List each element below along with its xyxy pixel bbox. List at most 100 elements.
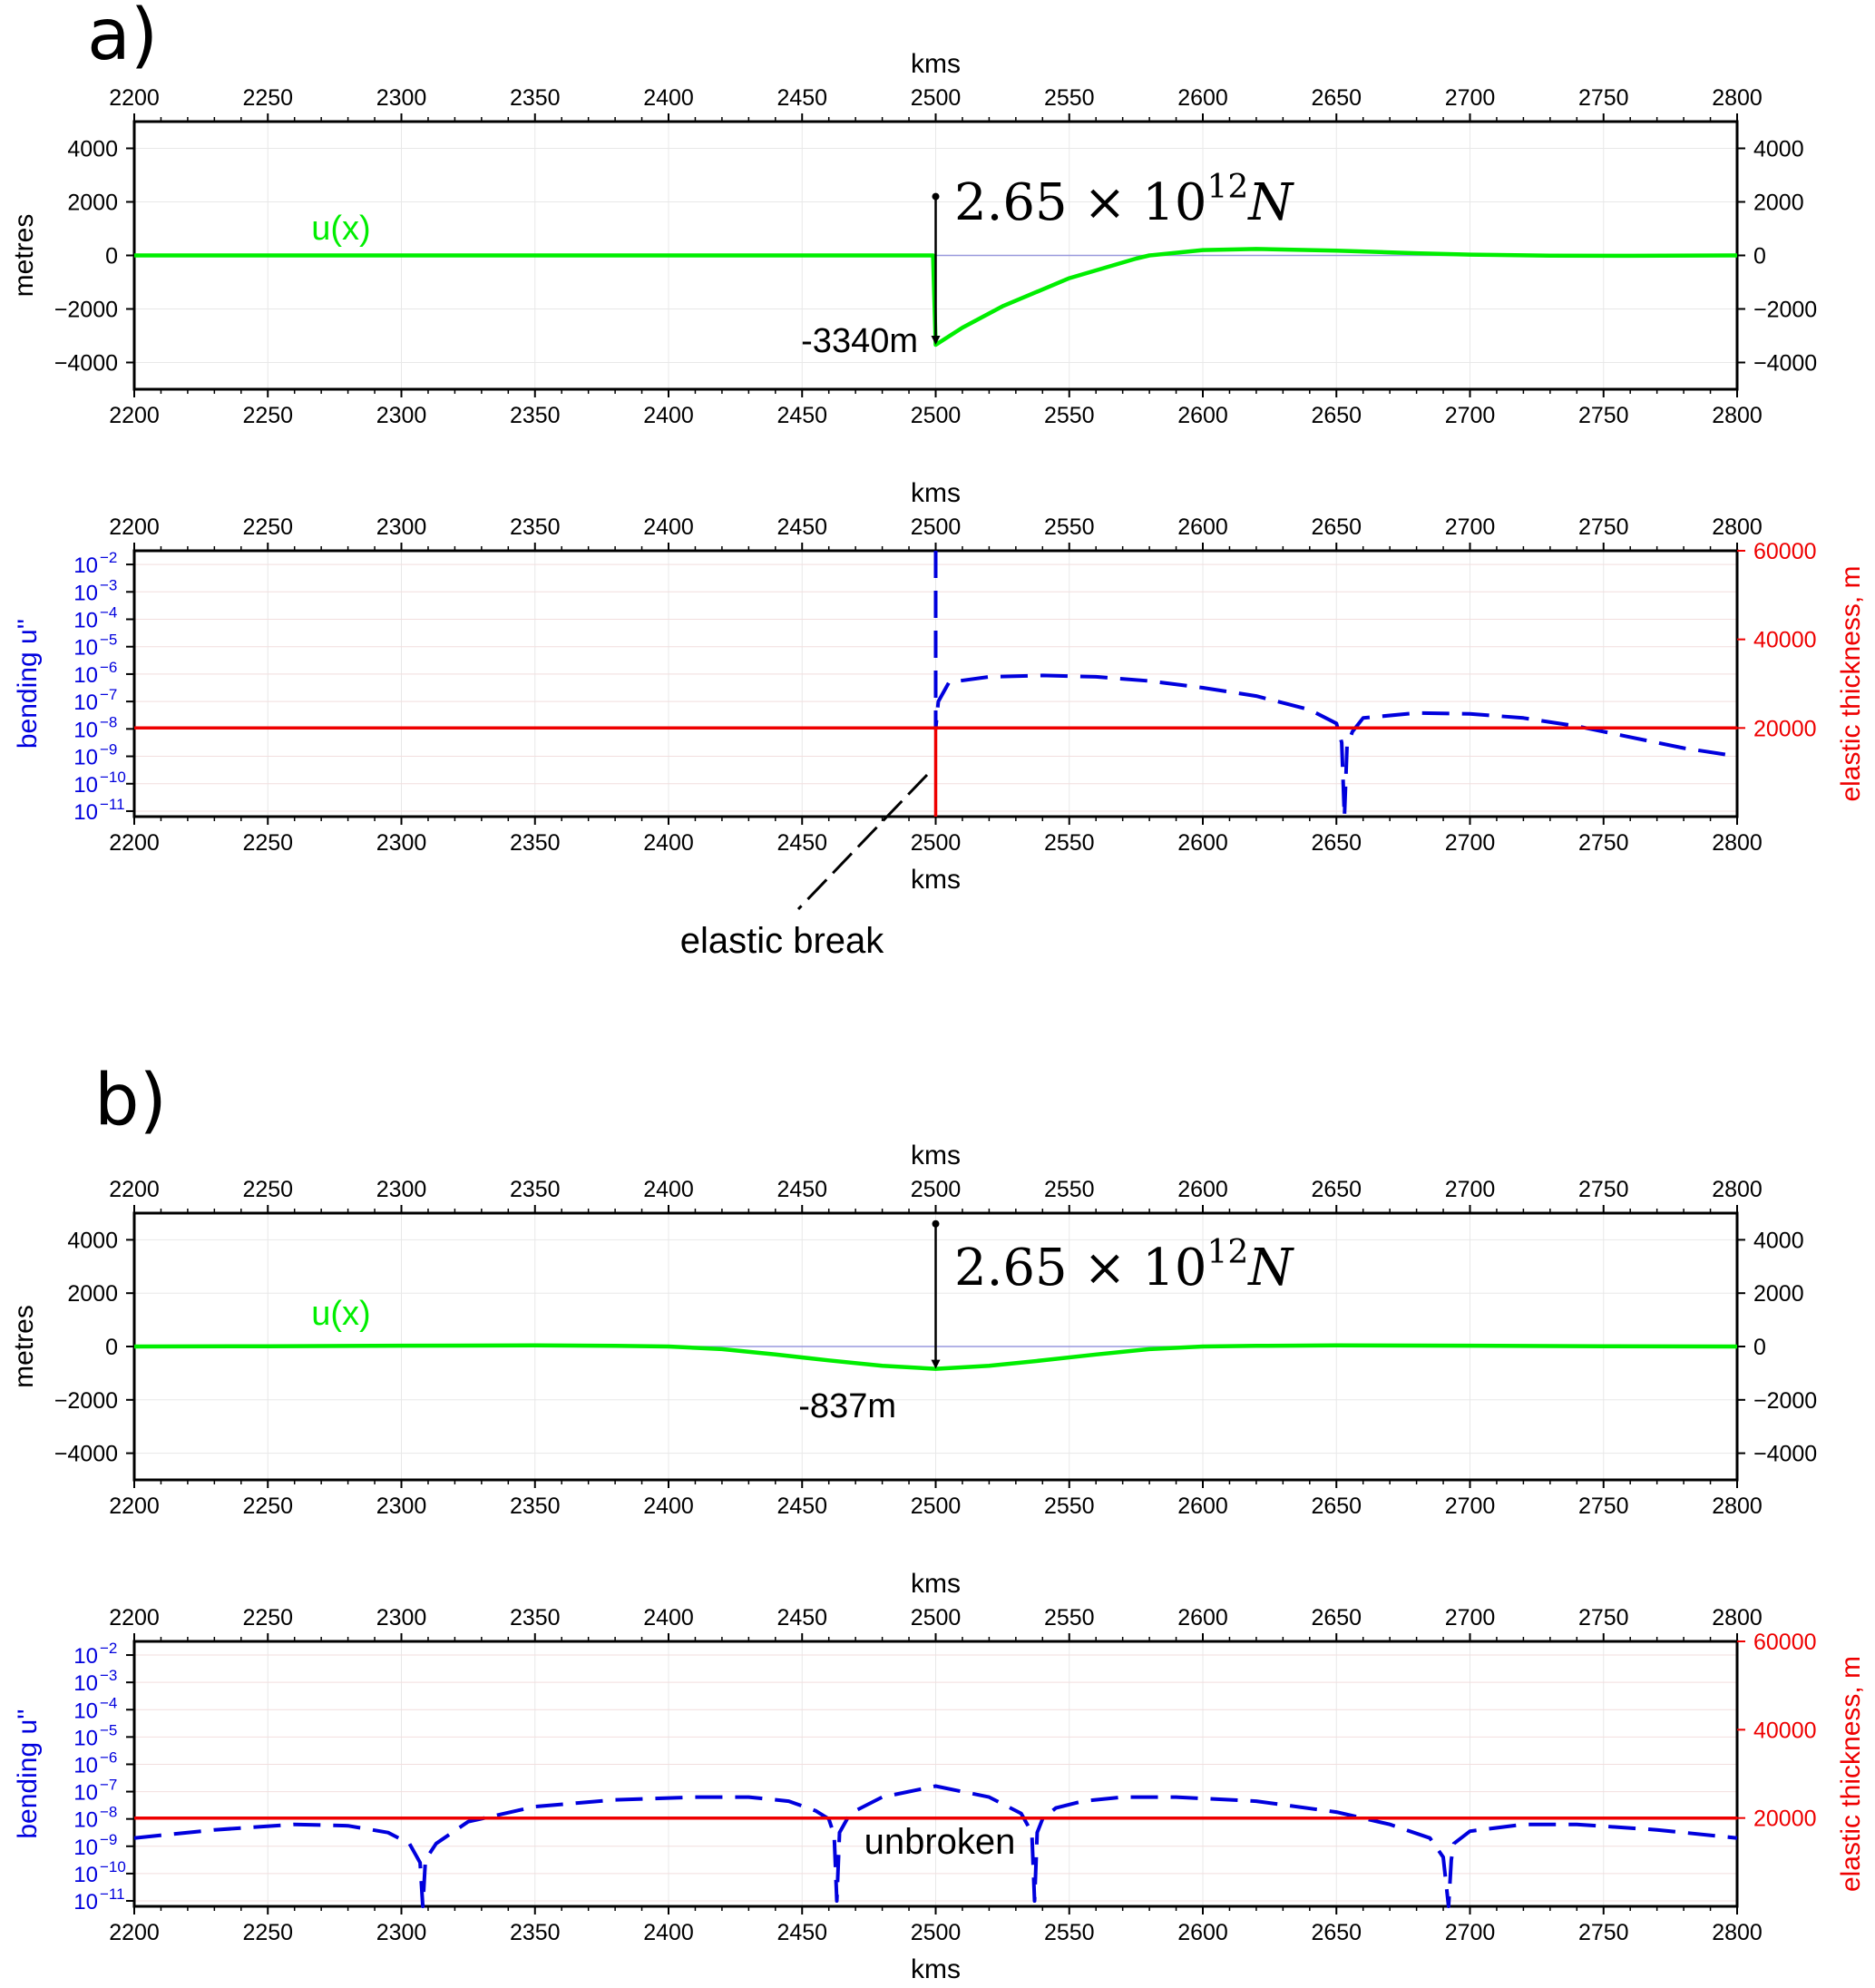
- y-tick-label-log: 10: [73, 581, 98, 605]
- y-tick-label-log: 10: [73, 1726, 98, 1750]
- x-tick-label-bottom: 2650: [1311, 830, 1362, 856]
- x-tick-label-top: 2550: [1044, 514, 1095, 540]
- x-tick-label-top: 2500: [911, 1605, 962, 1631]
- panel-label-a: a): [87, 0, 159, 76]
- x-tick-label-top: 2200: [109, 1605, 160, 1631]
- x-tick-label-bottom: 2750: [1578, 830, 1629, 856]
- y-tick-label-log: 10: [73, 663, 98, 688]
- x-tick-label-top: 2400: [643, 1177, 694, 1202]
- x-tick-label-top: 2700: [1445, 1605, 1496, 1631]
- x-tick-label-bottom: 2650: [1311, 1493, 1362, 1519]
- x-tick-label-bottom: 2500: [911, 830, 962, 856]
- x-tick-label-top: 2750: [1578, 1605, 1629, 1631]
- x-tick-label-top: 2350: [510, 1177, 561, 1202]
- force-label-b: 2.65 × 1012N: [954, 1234, 1294, 1298]
- y-tick-label-log-exp: −6: [100, 1748, 117, 1766]
- y-tick-label-log-exp: −8: [100, 1804, 117, 1821]
- x-tick-label-bottom: 2500: [911, 1493, 962, 1519]
- y-tick-label-log: 10: [73, 636, 98, 661]
- y-tick-label-log: 10: [73, 773, 98, 798]
- x-tick-label-top: 2700: [1445, 514, 1496, 540]
- x-tick-label-bottom: 2200: [109, 1920, 160, 1945]
- x-tick-label-bottom: 2800: [1712, 403, 1763, 428]
- y-tick-label-log-exp: −4: [100, 604, 117, 622]
- x-tick-label-top: 2800: [1712, 1177, 1763, 1202]
- x-tick-label-bottom: 2450: [776, 830, 827, 856]
- x-tick-label-top: 2200: [109, 85, 160, 111]
- x-tick-label-top: 2750: [1578, 1177, 1629, 1202]
- y-tick-label-right: −2000: [1753, 298, 1817, 323]
- series-label-a: u(x): [311, 210, 370, 248]
- y-tick-label-log-exp: −9: [100, 741, 117, 759]
- y2-tick-label: 20000: [1753, 1807, 1817, 1832]
- y-tick-label-left: −4000: [54, 1442, 118, 1467]
- y-axis-label-bending: bending u'': [13, 619, 43, 749]
- x-tick-label-bottom: 2250: [242, 1920, 293, 1945]
- x-tick-label-bottom: 2800: [1712, 830, 1763, 856]
- x-axis-label-top: kms: [911, 478, 961, 508]
- x-tick-label-top: 2600: [1177, 85, 1228, 111]
- y-tick-label-log-exp: −4: [100, 1694, 117, 1711]
- x-tick-label-bottom: 2600: [1177, 1493, 1228, 1519]
- y-tick-label-right: 2000: [1753, 1281, 1804, 1307]
- x-tick-label-top: 2250: [242, 514, 293, 540]
- x-tick-label-top: 2600: [1177, 1605, 1228, 1631]
- y-tick-label-right: −4000: [1753, 351, 1817, 377]
- x-tick-label-bottom: 2400: [643, 1920, 694, 1945]
- x-tick-label-bottom: 2300: [376, 1493, 427, 1519]
- x-tick-label-bottom: 2450: [776, 1493, 827, 1519]
- x-tick-label-bottom: 2700: [1445, 830, 1496, 856]
- x-tick-label-top: 2550: [1044, 1177, 1095, 1202]
- y-axis-label-metres: metres: [9, 1305, 39, 1388]
- x-tick-label-bottom: 2550: [1044, 403, 1095, 428]
- y-tick-label-log: 10: [73, 1753, 98, 1777]
- x-tick-label-bottom: 2300: [376, 830, 427, 856]
- x-tick-label-top: 2400: [643, 85, 694, 111]
- x-tick-label-bottom: 2500: [911, 403, 962, 428]
- y-tick-label-log-exp: −10: [100, 1858, 126, 1875]
- x-tick-label-top: 2650: [1311, 1177, 1362, 1202]
- y-tick-label-log: 10: [73, 1863, 98, 1887]
- y-tick-label-left: 2000: [67, 191, 118, 216]
- series-label-b: u(x): [311, 1295, 370, 1333]
- y-axis-label-metres: metres: [9, 214, 39, 298]
- x-tick-label-top: 2600: [1177, 1177, 1228, 1202]
- y-tick-label-left: −2000: [54, 1388, 118, 1414]
- x-tick-label-bottom: 2300: [376, 403, 427, 428]
- y2-tick-label: 40000: [1753, 628, 1817, 653]
- y-tick-label-left: 0: [105, 1335, 118, 1360]
- x-tick-label-bottom: 2650: [1311, 403, 1362, 428]
- point-load-origin: [932, 192, 940, 201]
- y-tick-label-log-exp: −11: [100, 1885, 125, 1903]
- y-tick-label-left: 0: [105, 244, 118, 269]
- x-tick-label-bottom: 2250: [242, 830, 293, 856]
- x-tick-label-top: 2450: [776, 1605, 827, 1631]
- y2-tick-label: 40000: [1753, 1718, 1817, 1743]
- y-tick-label-right: 0: [1753, 1335, 1766, 1360]
- x-tick-label-top: 2200: [109, 514, 160, 540]
- y-tick-label-right: −4000: [1753, 1442, 1817, 1467]
- x-tick-label-top: 2400: [643, 514, 694, 540]
- x-tick-label-top: 2500: [911, 1177, 962, 1202]
- y-tick-label-log-exp: −2: [100, 549, 117, 566]
- panel-label-b: b): [94, 1060, 167, 1141]
- x-tick-label-bottom: 2200: [109, 830, 160, 856]
- y-tick-label-log-exp: −7: [100, 1777, 117, 1794]
- x-tick-label-bottom: 2350: [510, 1493, 561, 1519]
- y-tick-label-log: 10: [73, 609, 98, 633]
- x-tick-label-bottom: 2700: [1445, 1493, 1496, 1519]
- x-tick-label-bottom: 2400: [643, 830, 694, 856]
- x-tick-label-top: 2300: [376, 1605, 427, 1631]
- point-load-arrowhead: [931, 336, 941, 346]
- x-tick-label-top: 2750: [1578, 85, 1629, 111]
- y-tick-label-left: 4000: [67, 137, 118, 162]
- x-tick-label-bottom: 2300: [376, 1920, 427, 1945]
- x-tick-label-bottom: 2550: [1044, 1493, 1095, 1519]
- x-axis-label-top: kms: [911, 1141, 961, 1170]
- x-tick-label-bottom: 2350: [510, 1920, 561, 1945]
- y-tick-label-log: 10: [73, 1890, 98, 1915]
- x-tick-label-bottom: 2250: [242, 1493, 293, 1519]
- x-tick-label-bottom: 2350: [510, 830, 561, 856]
- x-tick-label-bottom: 2200: [109, 403, 160, 428]
- x-tick-label-top: 2650: [1311, 514, 1362, 540]
